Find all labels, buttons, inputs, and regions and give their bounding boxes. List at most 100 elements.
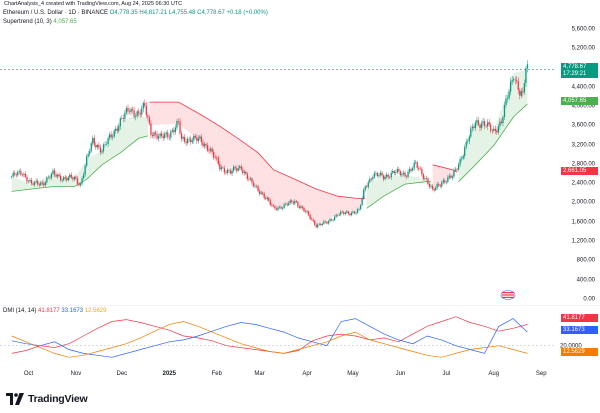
y-tick-label: 4,400.00 — [571, 84, 595, 91]
adx-axis-label: 12.5629 — [561, 348, 598, 356]
candle-body — [167, 132, 169, 138]
candle-body — [297, 202, 299, 207]
candle-body — [456, 169, 458, 170]
candle-body — [451, 176, 454, 178]
candle-body — [119, 118, 121, 127]
candle-body — [318, 223, 320, 225]
brand[interactable]: TradingView — [6, 391, 88, 407]
candle-body — [217, 157, 219, 164]
candle-body — [304, 211, 307, 212]
candle-body — [514, 79, 516, 81]
candle-body — [11, 176, 13, 177]
candle-body — [442, 180, 444, 183]
candle-body — [40, 182, 42, 186]
candle-body — [237, 167, 239, 171]
candle-body — [359, 205, 362, 210]
supertrend-up-line — [11, 135, 149, 192]
candle-body — [473, 126, 475, 128]
candle-body — [208, 150, 210, 152]
candle-body — [444, 180, 446, 183]
dmi-chart[interactable]: 20.0000 — [0, 305, 600, 385]
y-tick-label: 2,400.00 — [571, 180, 595, 187]
candle-body — [180, 133, 183, 139]
candle-body — [298, 206, 301, 208]
candle-body — [157, 136, 160, 139]
candle-body — [107, 138, 109, 145]
supertrend-down-fill — [149, 102, 366, 226]
candle-body — [413, 162, 415, 169]
candle-body — [508, 91, 510, 99]
candle-body — [511, 79, 513, 82]
candle-body — [251, 178, 253, 183]
dmi-label[interactable]: DMI (14, 14) — [3, 308, 37, 314]
candle-body — [291, 200, 293, 203]
candle-body — [288, 202, 290, 206]
candle-body — [393, 171, 395, 174]
candle-body — [453, 170, 455, 177]
candle-body — [389, 177, 391, 178]
candle-body — [220, 167, 222, 170]
candle-body — [275, 208, 278, 210]
candle-body — [450, 175, 452, 178]
supertrend-value: 4,057.65 — [53, 19, 77, 25]
x-tick-label: Dec — [116, 371, 128, 377]
candle-body — [491, 130, 493, 132]
candle-body — [487, 122, 489, 127]
adx-value: 12.5629 — [84, 308, 107, 314]
supertrend-down-fill — [432, 164, 457, 192]
candle-body — [23, 173, 25, 175]
candle-body — [292, 202, 294, 204]
candle-body — [173, 130, 175, 133]
candle-body — [460, 158, 463, 160]
x-tick-label: Jun — [395, 371, 406, 377]
candle-body — [53, 170, 56, 175]
candle-body — [490, 124, 492, 131]
dmi-y-tick-label: 20.0000 — [560, 344, 582, 350]
symbol-title[interactable]: Ethereum / U.S. Dollar · 1D · BINANCE — [3, 10, 109, 16]
tradingview-logo-icon — [6, 393, 24, 405]
candle-body — [387, 174, 389, 178]
y-tick-label: 0.00 — [583, 296, 595, 303]
candle-body — [52, 170, 54, 174]
candle-body — [33, 181, 36, 185]
candle-body — [405, 176, 408, 177]
x-tick-label: May — [347, 371, 359, 377]
candle-body — [110, 134, 112, 138]
candle-body — [516, 80, 518, 82]
candle-body — [324, 221, 327, 222]
last-price-label: 4,778.67 — [561, 63, 598, 71]
x-tick-label: Apr — [302, 371, 312, 377]
candle-body — [479, 124, 481, 128]
x-tick-label: Nov — [70, 371, 82, 377]
price-chart[interactable] — [0, 0, 600, 300]
candle-body — [465, 141, 467, 148]
supertrend-label[interactable]: Supertrend (10, 3) — [3, 19, 52, 25]
candle-body — [372, 177, 374, 180]
candle-body — [168, 137, 170, 138]
candle-body — [470, 128, 472, 137]
candle-body — [255, 185, 258, 187]
candle-body — [174, 127, 177, 133]
candle-body — [315, 224, 317, 228]
candle-body — [223, 167, 226, 173]
candle-body — [395, 172, 397, 174]
candle-body — [462, 155, 464, 159]
candle-body — [314, 220, 316, 225]
candle-body — [312, 219, 314, 221]
candle-body — [289, 200, 291, 203]
candle-body — [358, 209, 360, 210]
candle-body — [225, 172, 227, 174]
candle-body — [485, 125, 487, 127]
candle-body — [232, 166, 235, 171]
candle-body — [46, 177, 48, 183]
candle-body — [379, 172, 382, 176]
candle-body — [503, 105, 506, 117]
candle-body — [309, 215, 311, 219]
supertrend-down-line — [149, 101, 366, 199]
candle-body — [139, 113, 141, 115]
candle-body — [474, 122, 477, 128]
candle-body — [431, 185, 434, 190]
candle-body — [58, 174, 60, 177]
candle-body — [382, 175, 385, 180]
candle-body — [183, 136, 186, 142]
